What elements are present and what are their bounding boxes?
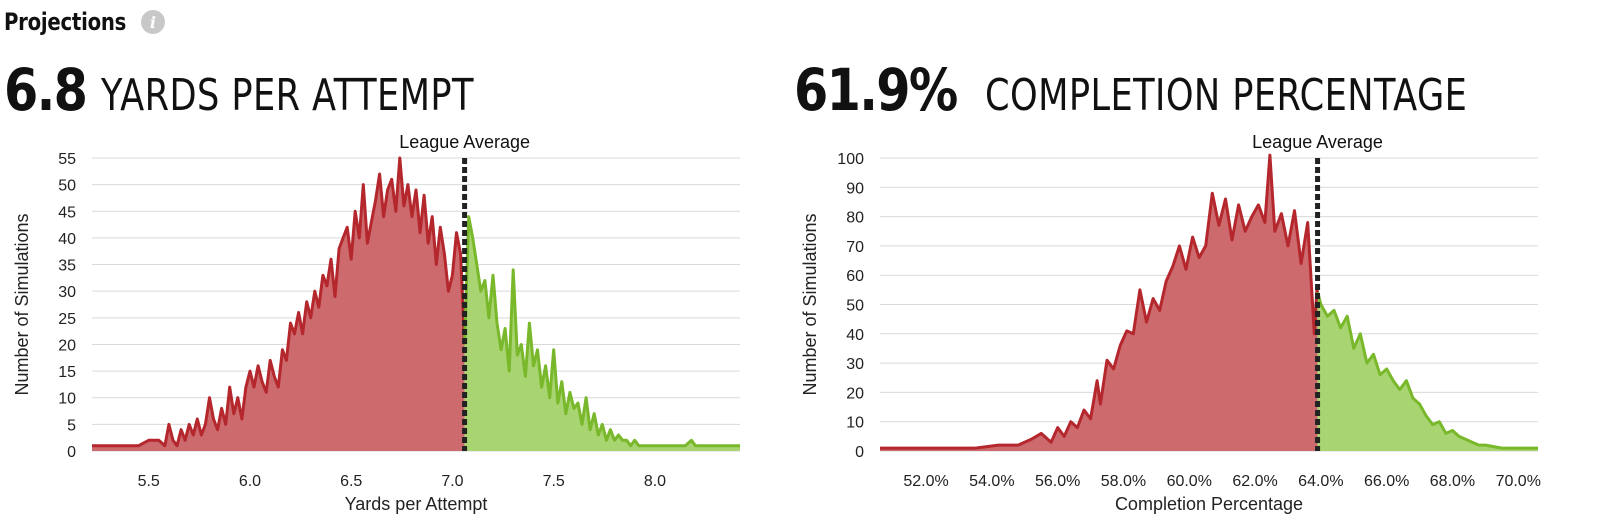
y-tick-label: 50 xyxy=(58,178,76,195)
x-tick-label: 56.0% xyxy=(1035,473,1080,490)
below-average-area xyxy=(880,155,1318,451)
x-tick-label: 54.0% xyxy=(969,473,1014,490)
stat-label: YARDS PER ATTEMPT xyxy=(100,70,474,121)
yards-per-attempt-chart: 0 5 10 15 20 25 30 35 40 45 50 55 League Average 5.5 6… xyxy=(12,132,740,514)
below-average-area xyxy=(92,158,465,451)
x-tick-label: 58.0% xyxy=(1101,473,1146,490)
yards-per-attempt-panel: 6.8 YARDS PER ATTEMPT 0 5 10 15 20 25 30 35 40 45… xyxy=(0,56,780,532)
x-tick-label: 8.0 xyxy=(644,473,666,490)
above-average-line xyxy=(463,215,740,448)
above-average-line xyxy=(1316,291,1538,450)
y-tick-label: 15 xyxy=(58,364,76,381)
info-icon[interactable]: i xyxy=(140,10,165,34)
y-tick-label: 20 xyxy=(58,337,76,354)
x-tick-label: 68.0% xyxy=(1430,473,1475,490)
completion-percentage-panel: 61.9% COMPLETION PERCENTAGE 0 10 20 30 40 50 6… xyxy=(790,56,1570,532)
y-axis-label: Number of Simulations xyxy=(800,213,820,395)
y-tick-label: 0 xyxy=(855,444,864,461)
x-tick-label: 6.0 xyxy=(239,473,261,490)
stat-value: 61.9% xyxy=(794,56,958,124)
y-tick-label: 25 xyxy=(58,311,76,328)
y-tick-label: 10 xyxy=(58,391,76,408)
x-tick-label: 7.5 xyxy=(543,473,565,490)
x-tick-label: 64.0% xyxy=(1298,473,1343,490)
stat-headline: 61.9% COMPLETION PERCENTAGE xyxy=(794,56,1588,126)
x-tick-label: 70.0% xyxy=(1496,473,1541,490)
section-title: Projections xyxy=(4,8,127,36)
above-average-area xyxy=(1317,292,1538,451)
x-tick-label: 5.5 xyxy=(138,473,160,490)
y-tick-label: 40 xyxy=(58,231,76,248)
x-axis-label: Completion Percentage xyxy=(1115,494,1303,514)
x-axis-label: Yards per Attempt xyxy=(345,494,488,514)
stat-headline: 6.8 YARDS PER ATTEMPT xyxy=(4,56,567,126)
y-tick-label: 30 xyxy=(58,284,76,301)
projections-header: Projections i xyxy=(4,4,165,40)
y-tick-label: 5 xyxy=(67,417,76,434)
x-tick-label: 7.0 xyxy=(441,473,463,490)
below-average-line xyxy=(880,153,1320,450)
stat-label: COMPLETION PERCENTAGE xyxy=(985,70,1468,121)
y-tick-label: 10 xyxy=(846,415,864,432)
completion-percentage-chart: 0 10 20 30 40 50 60 70 80 90 100 League Average 52.0… xyxy=(800,132,1541,514)
y-tick-label: 35 xyxy=(58,258,76,275)
league-average-label: League Average xyxy=(399,132,530,152)
x-tick-label: 60.0% xyxy=(1167,473,1212,490)
above-average-area xyxy=(464,216,740,451)
y-tick-label: 100 xyxy=(837,151,864,168)
y-tick-label: 40 xyxy=(846,327,864,344)
y-tick-label: 45 xyxy=(58,204,76,221)
x-tick-label: 66.0% xyxy=(1364,473,1409,490)
y-tick-label: 80 xyxy=(846,210,864,227)
x-tick-label: 62.0% xyxy=(1232,473,1277,490)
below-average-line xyxy=(92,156,467,448)
stat-value: 6.8 xyxy=(4,56,88,124)
y-axis-label: Number of Simulations xyxy=(12,213,32,395)
y-tick-label: 60 xyxy=(846,268,864,285)
x-tick-label: 6.5 xyxy=(340,473,362,490)
x-tick-label: 52.0% xyxy=(903,473,948,490)
y-tick-label: 55 xyxy=(58,151,76,168)
y-tick-label: 30 xyxy=(846,356,864,373)
y-tick-label: 0 xyxy=(67,444,76,461)
league-average-label: League Average xyxy=(1252,132,1383,152)
y-tick-label: 70 xyxy=(846,239,864,256)
y-tick-label: 20 xyxy=(846,385,864,402)
y-tick-label: 90 xyxy=(846,180,864,197)
y-tick-label: 50 xyxy=(846,298,864,315)
